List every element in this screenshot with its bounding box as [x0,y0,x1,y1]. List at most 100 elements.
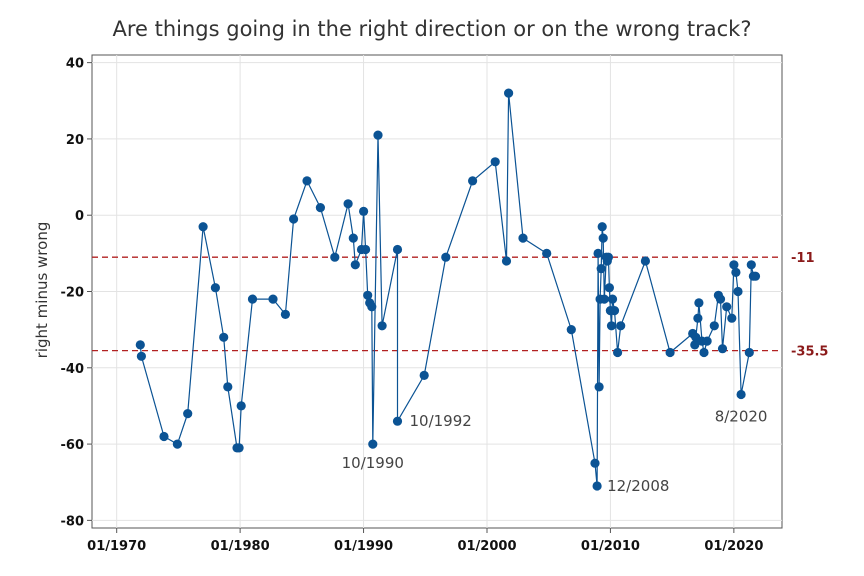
y-tick-label: -20 [61,286,85,301]
data-point [348,233,358,243]
data-point [302,176,312,186]
data-point [597,222,607,232]
data-point [690,340,700,350]
data-point [594,382,604,392]
data-point [361,244,371,255]
data-point [377,321,387,331]
data-point [468,176,478,186]
data-point [247,294,258,304]
y-tick-label: -60 [61,438,85,453]
data-point [702,336,712,346]
data-point [373,130,383,140]
series [135,88,761,491]
data-point [729,260,739,270]
data-point [368,439,378,449]
annotations: 10/1990 10/1992 12/2008 8/2020 [342,408,768,496]
data-point [210,283,220,293]
data-point [717,344,728,354]
data-point [343,199,353,209]
reference-line-label: -35.5 [791,345,828,360]
chart-title: Are things going in the right direction … [112,17,751,41]
data-point [736,389,746,400]
x-tick-label: 01/2000 [457,539,516,554]
data-point [172,439,182,449]
data-point [590,458,600,468]
data-point [159,431,169,442]
data-point [722,302,732,312]
annotation-label: 8/2020 [715,408,768,426]
data-point [616,321,626,331]
y-tick-label: -40 [61,362,85,377]
x-tick-label: 01/1980 [211,539,270,554]
data-point [236,401,246,411]
data-point [693,313,703,323]
data-point [280,309,290,319]
reference-line-label: -11 [791,251,815,266]
data-point [490,157,500,167]
data-point [613,347,623,358]
data-point [750,271,761,281]
data-point [419,370,429,380]
annotation-label: 10/1992 [410,412,472,430]
data-point [607,294,618,304]
y-tick-label: 40 [66,57,84,72]
data-point [598,233,608,243]
data-point [566,325,576,335]
data-point [289,214,299,224]
data-point [604,283,615,293]
data-point [542,248,552,258]
data-point [234,443,244,453]
data-point [223,382,233,392]
x-tick-label: 01/2020 [704,539,763,554]
data-point [518,233,528,243]
grid [92,55,782,528]
data-point [744,347,754,358]
data-point [592,481,602,491]
x-tick-label: 01/1970 [87,539,146,554]
data-point [609,306,620,316]
data-point [593,248,603,258]
data-point [367,302,377,312]
data-point [603,252,614,262]
data-point [709,321,719,331]
data-point [715,294,726,304]
x-tick-label: 01/2010 [581,539,640,554]
data-point [268,294,278,304]
data-point [694,298,704,308]
y-axis-label: right minus wrong [33,222,51,359]
data-point [315,203,325,213]
data-point [501,256,512,266]
reference-lines: -11 -35.5 [92,251,828,360]
data-point [183,409,193,419]
data-point [392,244,403,255]
data-point [596,264,606,274]
x-tick-label: 01/1990 [334,539,393,554]
y-tick-label: 20 [66,133,84,148]
annotation-label: 10/1990 [342,454,404,472]
data-point [392,416,403,426]
data-point [198,222,208,232]
data-point [330,252,340,262]
data-point [219,332,229,342]
data-point [504,88,514,98]
data-point [665,347,675,358]
data-point [733,286,743,297]
data-point [136,351,146,361]
data-point [135,340,145,350]
data-point [699,347,709,358]
data-point [359,206,369,216]
data-point [599,294,609,304]
data-point [441,252,451,262]
data-point [731,267,741,277]
y-tick-label: 0 [75,209,84,224]
data-point [363,290,373,300]
data-point [746,260,756,270]
annotation-label: 12/2008 [607,477,669,495]
y-tick-label: -80 [61,514,85,529]
data-point [606,321,617,331]
data-point [350,260,360,270]
data-point [727,313,737,323]
data-point [640,256,651,266]
